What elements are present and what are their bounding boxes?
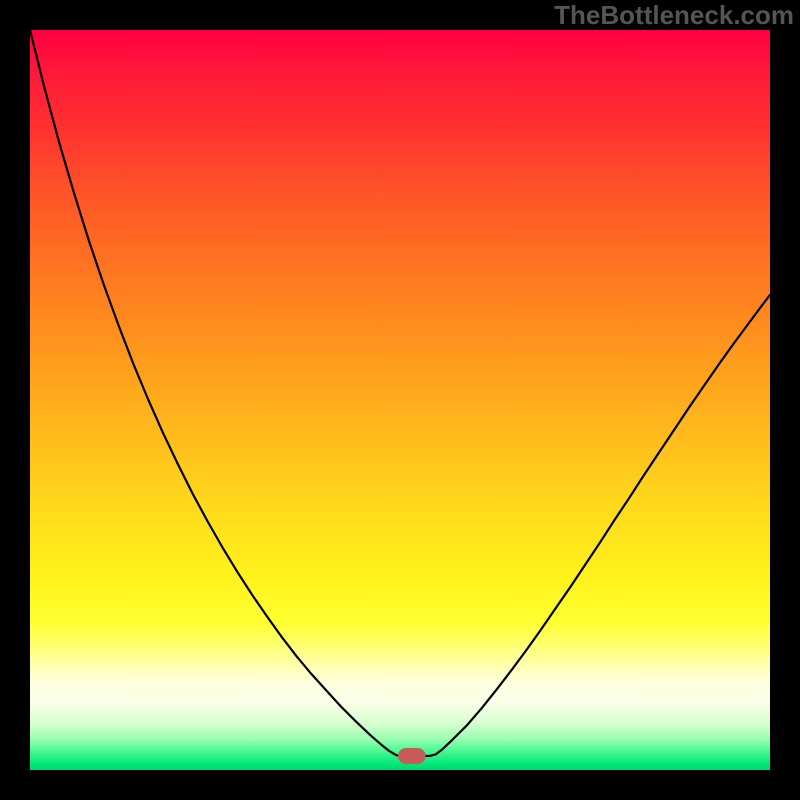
plot-area: [30, 30, 770, 770]
optimal-marker: [399, 749, 426, 764]
gradient-background: [30, 30, 770, 770]
chart-svg: [30, 30, 770, 770]
watermark-text: TheBottleneck.com: [554, 0, 794, 31]
